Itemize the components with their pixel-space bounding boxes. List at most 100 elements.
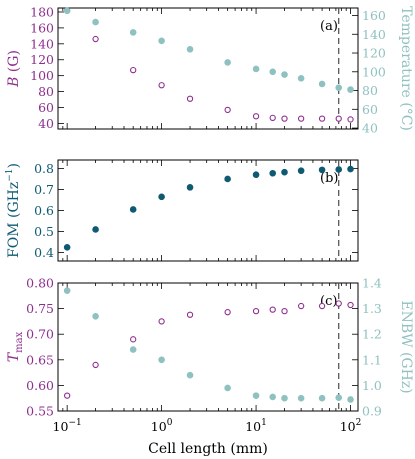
- y-left-tick-label: 80: [38, 84, 54, 99]
- data-point-temperature: [63, 7, 71, 15]
- y-left-axis-label: FOM (GHz−1): [5, 163, 22, 258]
- y-right-tick-label: 1.2: [362, 327, 382, 342]
- y-left-tick-label: 0.65: [26, 352, 54, 367]
- y-right-tick-label: 40: [362, 121, 378, 136]
- data-point-enbw: [297, 394, 305, 402]
- data-point-fom: [252, 171, 260, 179]
- data-point-fom: [297, 167, 305, 175]
- data-point-tmax: [92, 361, 99, 369]
- data-point-enbw: [63, 287, 71, 294]
- data-point-temperature: [347, 86, 354, 93]
- data-point-fom: [347, 165, 354, 173]
- data-point-b: [335, 115, 342, 122]
- data-point-temperature: [92, 18, 99, 26]
- data-point-enbw: [252, 392, 260, 399]
- y-left-tick-label: 0.6: [34, 203, 54, 218]
- data-point-enbw: [318, 394, 326, 402]
- data-point-fom: [335, 166, 343, 173]
- data-point-temperature: [297, 75, 305, 82]
- y-left-tick-label: 0.8: [34, 161, 54, 176]
- y-left-axis-label: B (G): [6, 50, 22, 88]
- data-point-fom: [63, 244, 71, 251]
- data-point-b: [252, 113, 260, 120]
- data-point-temperature: [252, 65, 260, 73]
- data-point-enbw: [269, 393, 276, 401]
- y-right-tick-label: 160: [362, 8, 386, 23]
- x-tick-label: 100: [151, 418, 173, 434]
- data-point-tmax: [130, 336, 137, 343]
- data-point-b: [318, 115, 326, 122]
- panel-b: 0.4 0.5 0.6 0.7 0.8 FOM (GHz−1) (b): [5, 159, 359, 262]
- data-point-tmax: [297, 302, 305, 310]
- plot-frame: [57, 282, 359, 412]
- y-left-tick-label: 0.80: [26, 276, 54, 291]
- y-left-tick-label: 100: [30, 68, 54, 83]
- data-point-tmax: [318, 302, 326, 310]
- data-point-fom: [224, 175, 231, 183]
- data-point-temperature: [281, 71, 288, 78]
- y-right-tick-label: 0.9: [362, 404, 382, 419]
- y-left-axis-label: Tmax: [6, 331, 25, 362]
- y-right-tick-label: 1.4: [362, 276, 382, 291]
- data-point-temperature: [158, 37, 165, 45]
- data-point-temperature: [224, 59, 231, 66]
- data-point-enbw: [186, 371, 194, 379]
- y-right-tick-label: 1.3: [362, 301, 382, 316]
- y-left-tick-label: 160: [30, 20, 54, 35]
- data-point-fom: [318, 166, 326, 174]
- data-point-b: [224, 106, 231, 114]
- data-point-enbw: [281, 394, 288, 402]
- data-point-b: [186, 95, 194, 102]
- data-point-b: [347, 116, 354, 123]
- y-left-tick-label: 0.70: [26, 327, 54, 342]
- data-point-b: [158, 82, 165, 89]
- data-point-fom: [269, 169, 276, 177]
- y-right-axis-label: ENBW (GHz): [398, 300, 414, 393]
- data-point-b: [281, 115, 288, 122]
- data-point-enbw: [92, 312, 99, 320]
- data-point-b: [130, 66, 137, 74]
- panel-c: 10−1 100 101 102 Cell length (mm) 0.55 0.60 0.6…: [6, 276, 414, 458]
- x-axis-label: Cell length (mm): [148, 441, 268, 457]
- data-point-fom: [158, 193, 165, 201]
- plot-frame: [57, 159, 359, 262]
- data-point-fom: [186, 184, 194, 191]
- x-tick-label: 10−1: [53, 418, 82, 434]
- data-point-enbw: [224, 384, 231, 392]
- data-point-temperature: [129, 29, 137, 36]
- data-point-tmax: [224, 309, 231, 316]
- data-point-enbw: [347, 396, 354, 403]
- y-right-axis-label: Temperature (°C): [398, 6, 414, 131]
- data-point-fom: [92, 226, 99, 233]
- data-point-enbw: [129, 346, 137, 353]
- y-left-tick-label: 0.75: [26, 301, 54, 316]
- y-right-tick-label: 120: [362, 46, 386, 61]
- data-point-temperature: [318, 80, 326, 88]
- plot-frame: [57, 7, 359, 130]
- data-point-tmax: [186, 311, 194, 318]
- data-point-temperature: [335, 84, 343, 92]
- x-tick-label: 102: [340, 418, 362, 434]
- data-point-tmax: [281, 308, 288, 315]
- y-right-tick-label: 140: [362, 27, 386, 42]
- y-right-tick-label: 1.0: [362, 378, 382, 393]
- panel-label: (b): [320, 171, 338, 186]
- y-left-tick-label: 40: [38, 116, 54, 131]
- data-point-tmax: [269, 306, 276, 313]
- data-point-tmax: [252, 308, 260, 315]
- y-right-tick-label: 80: [362, 83, 378, 98]
- data-point-fom: [281, 168, 288, 176]
- data-point-temperature: [186, 45, 194, 53]
- data-point-b: [297, 115, 305, 122]
- y-left-tick-label: 120: [30, 52, 54, 67]
- data-point-tmax: [64, 392, 71, 399]
- data-point-tmax: [335, 300, 342, 307]
- data-point-enbw: [335, 394, 343, 401]
- data-point-enbw: [158, 356, 165, 364]
- y-left-tick-label: 60: [38, 100, 54, 115]
- y-right-tick-label: 100: [362, 64, 386, 79]
- data-point-tmax: [158, 318, 165, 325]
- data-point-tmax: [347, 301, 354, 309]
- y-left-tick-label: 0.5: [34, 224, 54, 239]
